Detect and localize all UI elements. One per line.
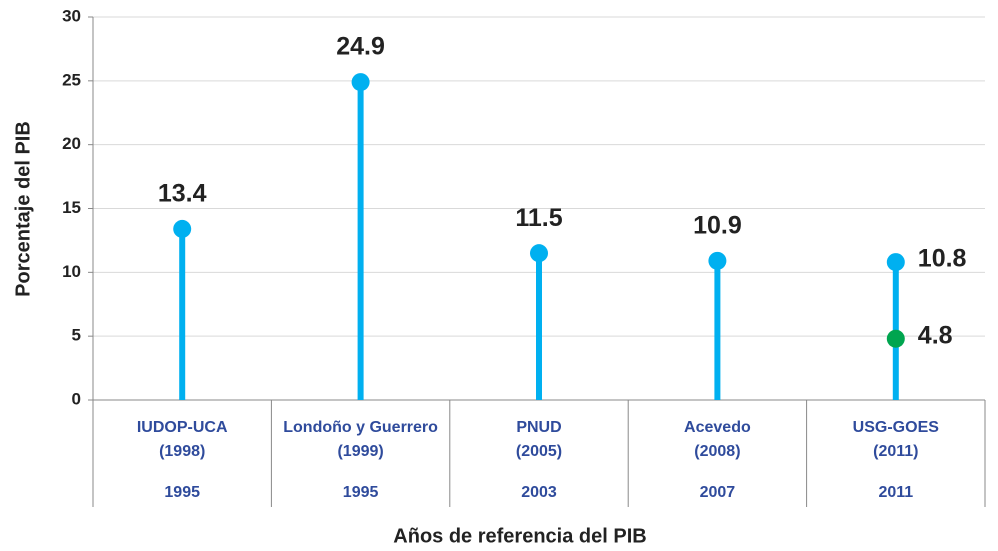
data-label: 24.9 bbox=[336, 33, 385, 61]
x-group-label: 2007 bbox=[700, 484, 736, 501]
dot bbox=[351, 73, 370, 92]
x-group-label: 1995 bbox=[164, 484, 200, 501]
data-label: 11.5 bbox=[515, 204, 562, 232]
data-label: 13.4 bbox=[158, 180, 207, 208]
data-label: 10.9 bbox=[693, 211, 742, 239]
x-tick-label: (2008) bbox=[694, 443, 740, 460]
dot bbox=[173, 219, 192, 238]
dot bbox=[708, 251, 727, 270]
x-group-label: 1995 bbox=[343, 484, 379, 501]
x-group-label: 2011 bbox=[878, 484, 913, 501]
x-group-label: 2003 bbox=[521, 484, 557, 501]
x-tick-label: (1998) bbox=[159, 443, 205, 460]
y-tick-label: 30 bbox=[62, 6, 81, 25]
x-tick-label: IUDOP-UCA bbox=[137, 419, 228, 436]
y-axis-title: Porcentaje del PIB bbox=[12, 121, 34, 297]
dot bbox=[886, 329, 905, 348]
dot bbox=[886, 253, 905, 272]
dot bbox=[530, 244, 548, 263]
y-tick-label: 5 bbox=[72, 326, 81, 345]
x-tick-label: Londoño y Guerrero bbox=[283, 419, 438, 436]
x-tick-label: Acevedo bbox=[684, 419, 751, 436]
y-tick-label: 20 bbox=[62, 134, 81, 153]
y-tick-label: 0 bbox=[72, 389, 81, 408]
data-label: 10.8 bbox=[918, 245, 967, 273]
x-tick-label: PNUD bbox=[516, 419, 561, 436]
data-label: 4.8 bbox=[918, 321, 953, 349]
x-tick-label: (1999) bbox=[337, 443, 383, 460]
y-tick-label: 10 bbox=[62, 262, 81, 281]
x-tick-label: (2011) bbox=[873, 443, 918, 460]
x-tick-label: (2005) bbox=[516, 443, 562, 460]
y-tick-label: 25 bbox=[62, 70, 81, 89]
y-tick-label: 15 bbox=[62, 198, 81, 217]
x-axis-title: Años de referencia del PIB bbox=[393, 525, 646, 547]
x-tick-label: USG-GOES bbox=[853, 419, 940, 436]
